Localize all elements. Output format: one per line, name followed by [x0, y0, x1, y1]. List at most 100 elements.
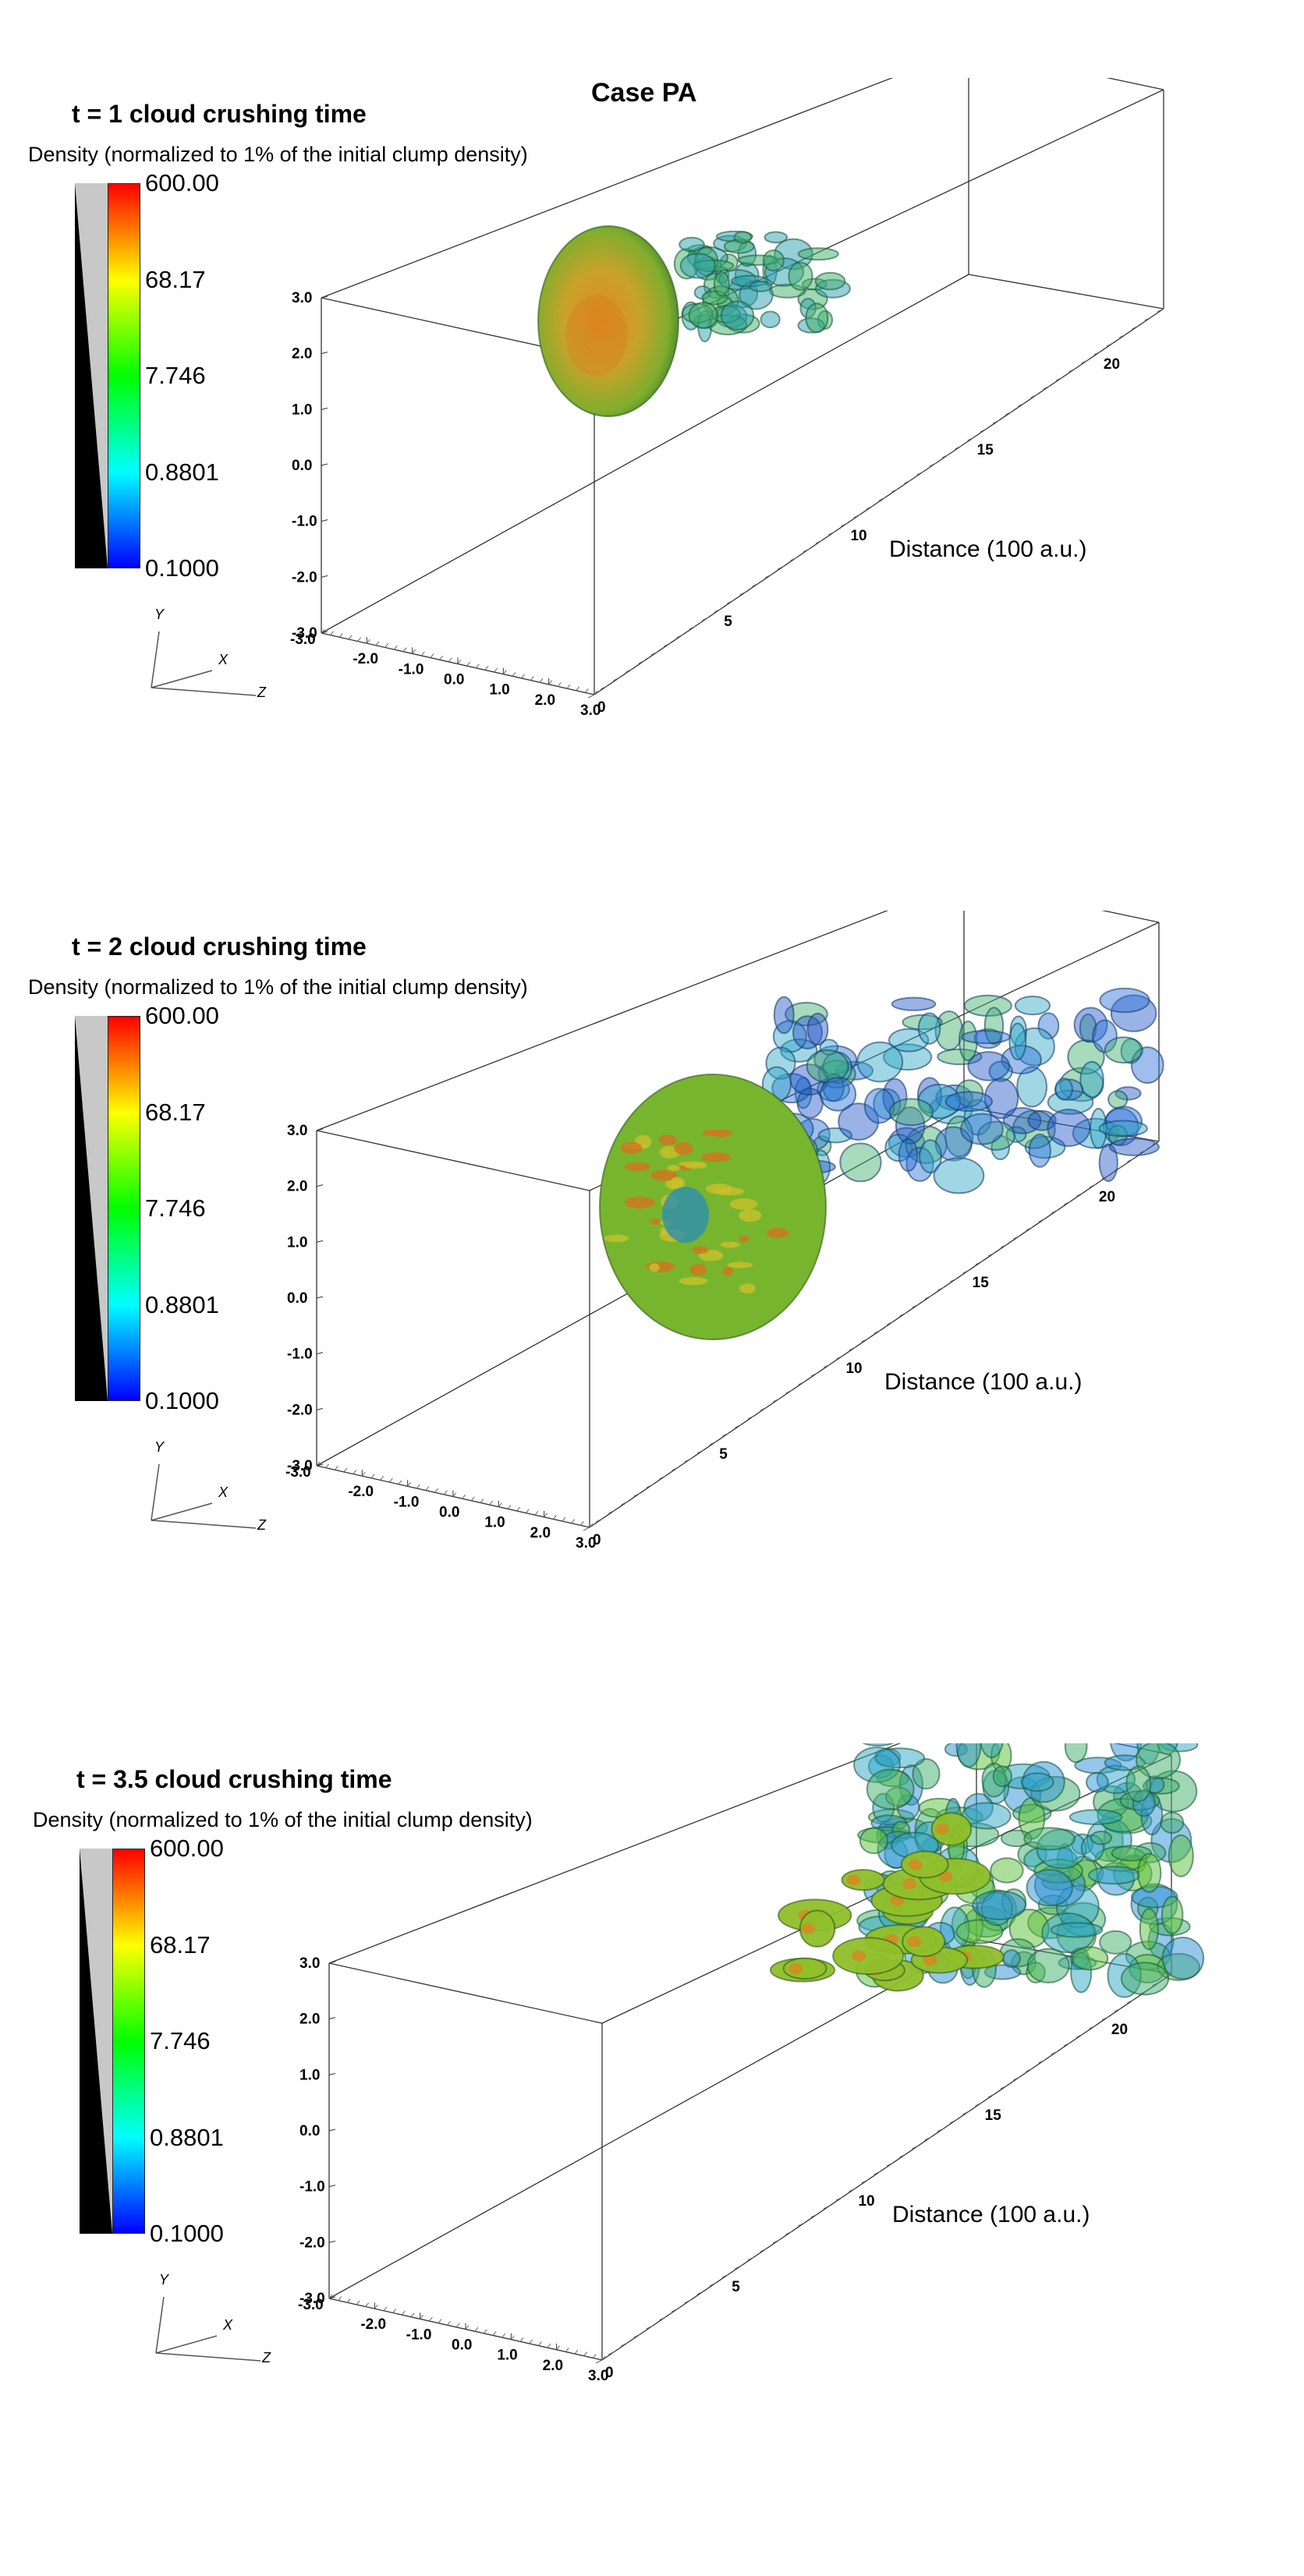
- wake-clump: [720, 300, 755, 331]
- x-tick-label: -2.0: [353, 651, 378, 667]
- clump-fragment: [720, 1241, 740, 1248]
- turbulent-clump: [972, 1890, 1027, 1920]
- wake-clump: [883, 1043, 933, 1071]
- triad-label-y: Y: [154, 1439, 165, 1455]
- wake-clump: [1016, 1066, 1048, 1108]
- clump-fragment: [679, 1277, 708, 1286]
- y-tick-label: 1.0: [292, 402, 312, 418]
- finger-fragment: [930, 1812, 973, 1846]
- finger-tip: [934, 1824, 949, 1835]
- wake-clump: [679, 236, 705, 253]
- finger-tip: [902, 1878, 917, 1890]
- colorbar-tick-label: 68.17: [150, 1930, 211, 1959]
- wake-clump: [919, 1139, 942, 1174]
- x-tick-label: 1.0: [497, 2348, 517, 2364]
- y-tick-label: 3.0: [287, 1123, 307, 1139]
- density-volume: [769, 1743, 1205, 1998]
- z-tick-label: 10: [850, 528, 866, 544]
- wake-clump: [838, 1102, 880, 1141]
- x-tick-label: 2.0: [543, 2358, 563, 2374]
- clump-fragment: [649, 1263, 660, 1272]
- clump-fragment: [674, 1141, 693, 1155]
- clump-core: [537, 225, 679, 417]
- finger-tip: [801, 1923, 816, 1934]
- clump-fragment: [684, 1162, 707, 1169]
- wake-clump: [1073, 1007, 1108, 1043]
- z-tick-label: 10: [845, 1361, 862, 1377]
- y-tick-label: -1.0: [287, 1346, 313, 1363]
- turbulent-clump: [1160, 1895, 1184, 1934]
- triad-label-z: Z: [257, 685, 267, 700]
- x-tick-label: -1.0: [394, 1494, 420, 1510]
- turbulent-clump: [990, 1857, 1024, 1884]
- density-volume: [537, 225, 852, 417]
- z-tick-label: 20: [1111, 2022, 1128, 2038]
- z-tick-label: 0: [593, 1532, 601, 1548]
- z-tick-label: 15: [977, 442, 994, 458]
- triad-label-y: Y: [159, 2272, 170, 2288]
- turbulent-clump: [1020, 1772, 1054, 1792]
- wake-clump: [888, 1028, 930, 1053]
- turbulent-clump: [1071, 1946, 1109, 1971]
- wake-clump: [814, 271, 846, 291]
- clump-center: [662, 1187, 709, 1243]
- wake-clump: [961, 1030, 1011, 1045]
- wake-clump: [764, 231, 788, 244]
- z-tick-label: 5: [719, 1446, 728, 1463]
- z-tick-label: 5: [724, 614, 732, 630]
- wake-clump: [856, 1041, 904, 1083]
- x-tick-label: 3.0: [580, 702, 601, 719]
- wake-clump: [960, 1113, 1004, 1145]
- wake-clump: [888, 1098, 934, 1127]
- turbulent-clump: [1026, 1869, 1073, 1907]
- clump-fragment: [714, 1187, 745, 1196]
- wake-clump: [1110, 994, 1157, 1032]
- axis-triad: Y X Z: [145, 2258, 301, 2367]
- wake-clump: [679, 253, 716, 279]
- triad-label-z: Z: [257, 1517, 267, 1533]
- colorbar-tick-label: 7.746: [150, 2027, 211, 2054]
- opacity-ramp: [75, 1016, 108, 1401]
- turbulent-clump: [1064, 1743, 1088, 1764]
- x-tick-label: -2.0: [360, 2316, 386, 2333]
- wake-clump: [917, 1012, 941, 1045]
- y-tick-label: -2.0: [292, 569, 317, 586]
- wake-clump: [898, 1138, 919, 1172]
- clump-core-hot: [565, 295, 628, 376]
- clump-fragment: [721, 1267, 734, 1276]
- turbulent-clump: [992, 1765, 1013, 1788]
- clump-fragment: [650, 1169, 679, 1181]
- 3d-scene: 3.0 2.0 1.0 0.0 -1.0 -2.0 -3.0-3.0 -2.0 -1.0 0.0 1…: [290, 78, 1164, 719]
- color-ramp: [108, 1016, 140, 1401]
- turbulent-clump: [1068, 1809, 1123, 1825]
- colorbar-tick-label: 0.1000: [145, 554, 219, 582]
- y-tick-label: 3.0: [292, 290, 312, 306]
- y-tick-label: -3.0: [292, 625, 317, 642]
- x-tick-label: 0.0: [439, 1505, 459, 1521]
- wake-clump: [762, 249, 785, 272]
- z-tick-label: 20: [1099, 1189, 1115, 1205]
- wake-clump: [1037, 1012, 1060, 1040]
- triad-label-x: X: [218, 652, 229, 667]
- turbulent-clump: [1135, 1743, 1181, 1779]
- 3d-scene: 3.0 2.0 1.0 0.0 -1.0 -2.0 -3.0-3.0 -2.0 -1.0 0.0 1…: [298, 1743, 1205, 2384]
- x-tick-label: 2.0: [535, 692, 555, 709]
- turbulent-clump: [1139, 1908, 1159, 1951]
- finger-tip: [846, 1874, 861, 1886]
- turbulent-clump: [1120, 1962, 1170, 1996]
- clump-fragment: [689, 1264, 707, 1276]
- wake-clump: [863, 1088, 895, 1124]
- wake-clump: [1027, 1109, 1057, 1131]
- wake-clump: [1104, 1036, 1143, 1064]
- panel-2: t = 2 cloud crushing time Density (norma…: [0, 911, 1304, 1743]
- wake-clump: [1098, 1120, 1148, 1138]
- wake-clump: [1047, 1109, 1091, 1148]
- wake-clump: [933, 1157, 985, 1194]
- x-tick-label: 0.0: [444, 672, 464, 688]
- wake-clump: [780, 1039, 818, 1063]
- wake-clump: [917, 1084, 962, 1120]
- wake-clump: [749, 280, 773, 292]
- clump-fragment: [658, 1134, 678, 1145]
- clump-fragment: [729, 1198, 758, 1210]
- turbulent-clump: [1136, 1852, 1162, 1893]
